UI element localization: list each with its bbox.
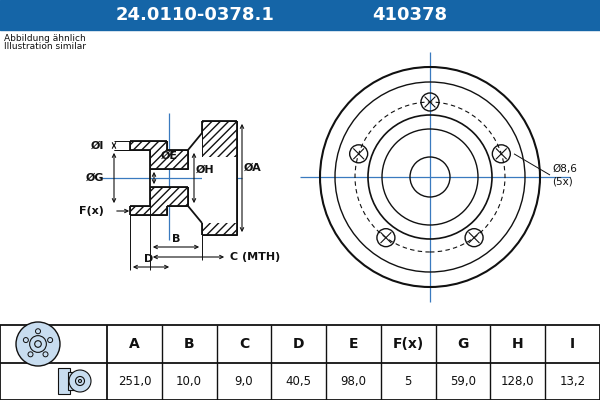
Bar: [0, 325, 600, 400]
Bar: [58, 368, 70, 394]
Circle shape: [79, 380, 82, 382]
Text: 24.0110-0378.1: 24.0110-0378.1: [116, 6, 274, 24]
Text: C (MTH): C (MTH): [230, 252, 280, 262]
Circle shape: [28, 352, 33, 357]
Circle shape: [43, 352, 48, 357]
Bar: [0, 325, 600, 400]
Bar: [0, 0, 600, 30]
Text: H: H: [512, 337, 524, 351]
Circle shape: [35, 329, 41, 334]
Text: 9,0: 9,0: [235, 375, 253, 388]
Polygon shape: [202, 121, 237, 235]
Circle shape: [29, 336, 46, 352]
Text: Abbildung ähnlich: Abbildung ähnlich: [4, 34, 86, 43]
Text: E: E: [349, 337, 358, 351]
Text: F(x): F(x): [79, 206, 104, 216]
Circle shape: [69, 370, 91, 392]
Text: ØG: ØG: [86, 173, 104, 183]
Text: 59,0: 59,0: [450, 375, 476, 388]
Text: B: B: [172, 234, 180, 244]
Polygon shape: [130, 141, 188, 169]
Circle shape: [47, 338, 53, 342]
Text: 13,2: 13,2: [560, 375, 586, 388]
Text: C: C: [239, 337, 249, 351]
Text: Ø8,6: Ø8,6: [552, 164, 577, 174]
Polygon shape: [130, 187, 188, 215]
Bar: [68, 372, 78, 390]
Text: F(x): F(x): [392, 337, 424, 351]
Text: Illustration similar: Illustration similar: [4, 42, 86, 51]
Circle shape: [23, 338, 28, 342]
Text: D: D: [293, 337, 304, 351]
Text: 128,0: 128,0: [501, 375, 535, 388]
Bar: [0, 30, 600, 325]
Text: 10,0: 10,0: [176, 375, 202, 388]
Text: 251,0: 251,0: [118, 375, 151, 388]
Circle shape: [318, 65, 542, 289]
Text: ØI: ØI: [91, 140, 104, 150]
Circle shape: [35, 341, 41, 347]
Text: A: A: [129, 337, 140, 351]
Text: 98,0: 98,0: [341, 375, 367, 388]
Text: 5: 5: [404, 375, 412, 388]
Text: ØE: ØE: [161, 151, 178, 161]
Text: (5x): (5x): [552, 176, 573, 186]
Text: I: I: [570, 337, 575, 351]
Text: G: G: [457, 337, 469, 351]
Text: B: B: [184, 337, 194, 351]
Text: ØH: ØH: [196, 165, 215, 175]
Circle shape: [76, 376, 85, 386]
Text: D: D: [144, 254, 153, 264]
Circle shape: [16, 322, 60, 366]
Text: 410378: 410378: [373, 6, 448, 24]
Text: ØA: ØA: [244, 163, 262, 173]
Text: 40,5: 40,5: [286, 375, 312, 388]
Bar: [202, 157, 237, 223]
